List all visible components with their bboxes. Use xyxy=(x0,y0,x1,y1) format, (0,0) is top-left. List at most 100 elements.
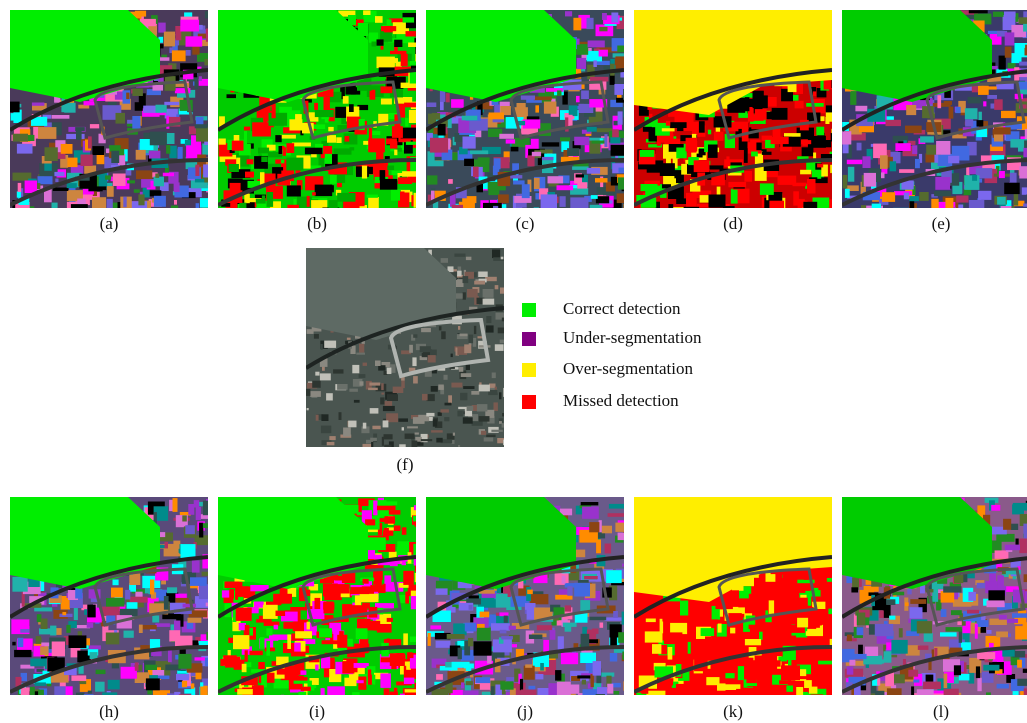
segment xyxy=(889,616,895,620)
segment xyxy=(52,642,65,657)
segment xyxy=(744,148,748,163)
texture xyxy=(454,254,465,257)
segment xyxy=(363,10,370,15)
segment xyxy=(1004,12,1016,17)
segment xyxy=(643,127,652,132)
segment xyxy=(664,632,682,644)
segment xyxy=(920,136,934,142)
segment xyxy=(13,134,28,142)
segment xyxy=(400,192,405,205)
segment xyxy=(410,71,424,84)
segment xyxy=(138,194,144,205)
segment xyxy=(562,576,566,584)
segment xyxy=(830,526,843,534)
segment xyxy=(459,202,475,215)
segment xyxy=(924,633,933,642)
segment xyxy=(206,632,218,640)
segment xyxy=(946,207,956,214)
segment xyxy=(965,119,973,126)
segment xyxy=(882,192,895,202)
segment xyxy=(760,183,774,195)
segment xyxy=(169,146,177,159)
segment xyxy=(287,634,291,649)
segment xyxy=(202,572,218,576)
segment xyxy=(280,135,296,139)
segment xyxy=(596,694,605,703)
texture xyxy=(433,419,437,426)
segment xyxy=(717,187,721,195)
segment xyxy=(283,622,300,629)
segment xyxy=(175,695,194,708)
segment xyxy=(509,175,522,178)
segment xyxy=(557,185,574,190)
segment xyxy=(905,602,909,606)
texture xyxy=(479,385,490,392)
segment xyxy=(394,150,397,156)
texture xyxy=(469,335,474,344)
segment xyxy=(436,588,448,595)
segment xyxy=(609,504,627,509)
segment xyxy=(219,139,226,145)
segmentation-map xyxy=(10,10,222,220)
segment xyxy=(670,122,686,128)
legend-swatch xyxy=(522,363,536,377)
segment xyxy=(249,628,253,636)
panel-caption: (h) xyxy=(99,702,119,721)
segment xyxy=(432,689,449,700)
segment xyxy=(180,20,199,32)
segment xyxy=(753,91,764,100)
segment xyxy=(174,182,180,192)
segment xyxy=(886,120,902,126)
segment xyxy=(406,142,421,145)
segment xyxy=(976,666,980,678)
segment xyxy=(164,596,169,610)
segment xyxy=(229,164,239,172)
segment xyxy=(567,148,579,156)
legend-swatch xyxy=(522,395,536,409)
segment xyxy=(983,101,986,106)
segment xyxy=(615,523,634,532)
segment xyxy=(400,694,405,707)
segment xyxy=(708,651,717,658)
segment xyxy=(199,523,203,538)
segment xyxy=(237,689,253,695)
segment xyxy=(172,50,186,61)
segment xyxy=(22,592,25,607)
segment xyxy=(130,597,148,603)
segment xyxy=(972,175,977,181)
segment xyxy=(726,156,729,164)
segment xyxy=(166,145,170,154)
segment xyxy=(757,583,773,592)
segment xyxy=(587,168,600,174)
texture xyxy=(439,326,442,330)
segment xyxy=(381,46,384,50)
segment xyxy=(831,129,836,133)
segment xyxy=(40,646,49,655)
segment xyxy=(802,208,821,222)
segment xyxy=(368,537,386,550)
segment xyxy=(483,203,502,217)
segment xyxy=(771,137,789,144)
segment xyxy=(448,179,453,184)
segment xyxy=(915,159,920,168)
segment xyxy=(784,636,797,643)
segment xyxy=(25,181,37,194)
segment xyxy=(623,528,636,535)
segment xyxy=(171,206,178,221)
texture xyxy=(383,406,395,411)
segment xyxy=(186,50,191,56)
segment xyxy=(573,18,581,31)
segment xyxy=(871,659,884,663)
segment xyxy=(92,197,106,209)
segment xyxy=(487,655,492,664)
texture xyxy=(415,433,419,435)
segment xyxy=(797,618,808,628)
segment xyxy=(605,617,622,620)
texture xyxy=(441,258,448,263)
segment xyxy=(188,504,194,515)
segment xyxy=(96,670,106,675)
segment xyxy=(475,677,490,683)
legend-label: Over-segmentation xyxy=(563,359,693,378)
segment xyxy=(279,146,283,154)
segment xyxy=(447,634,465,639)
